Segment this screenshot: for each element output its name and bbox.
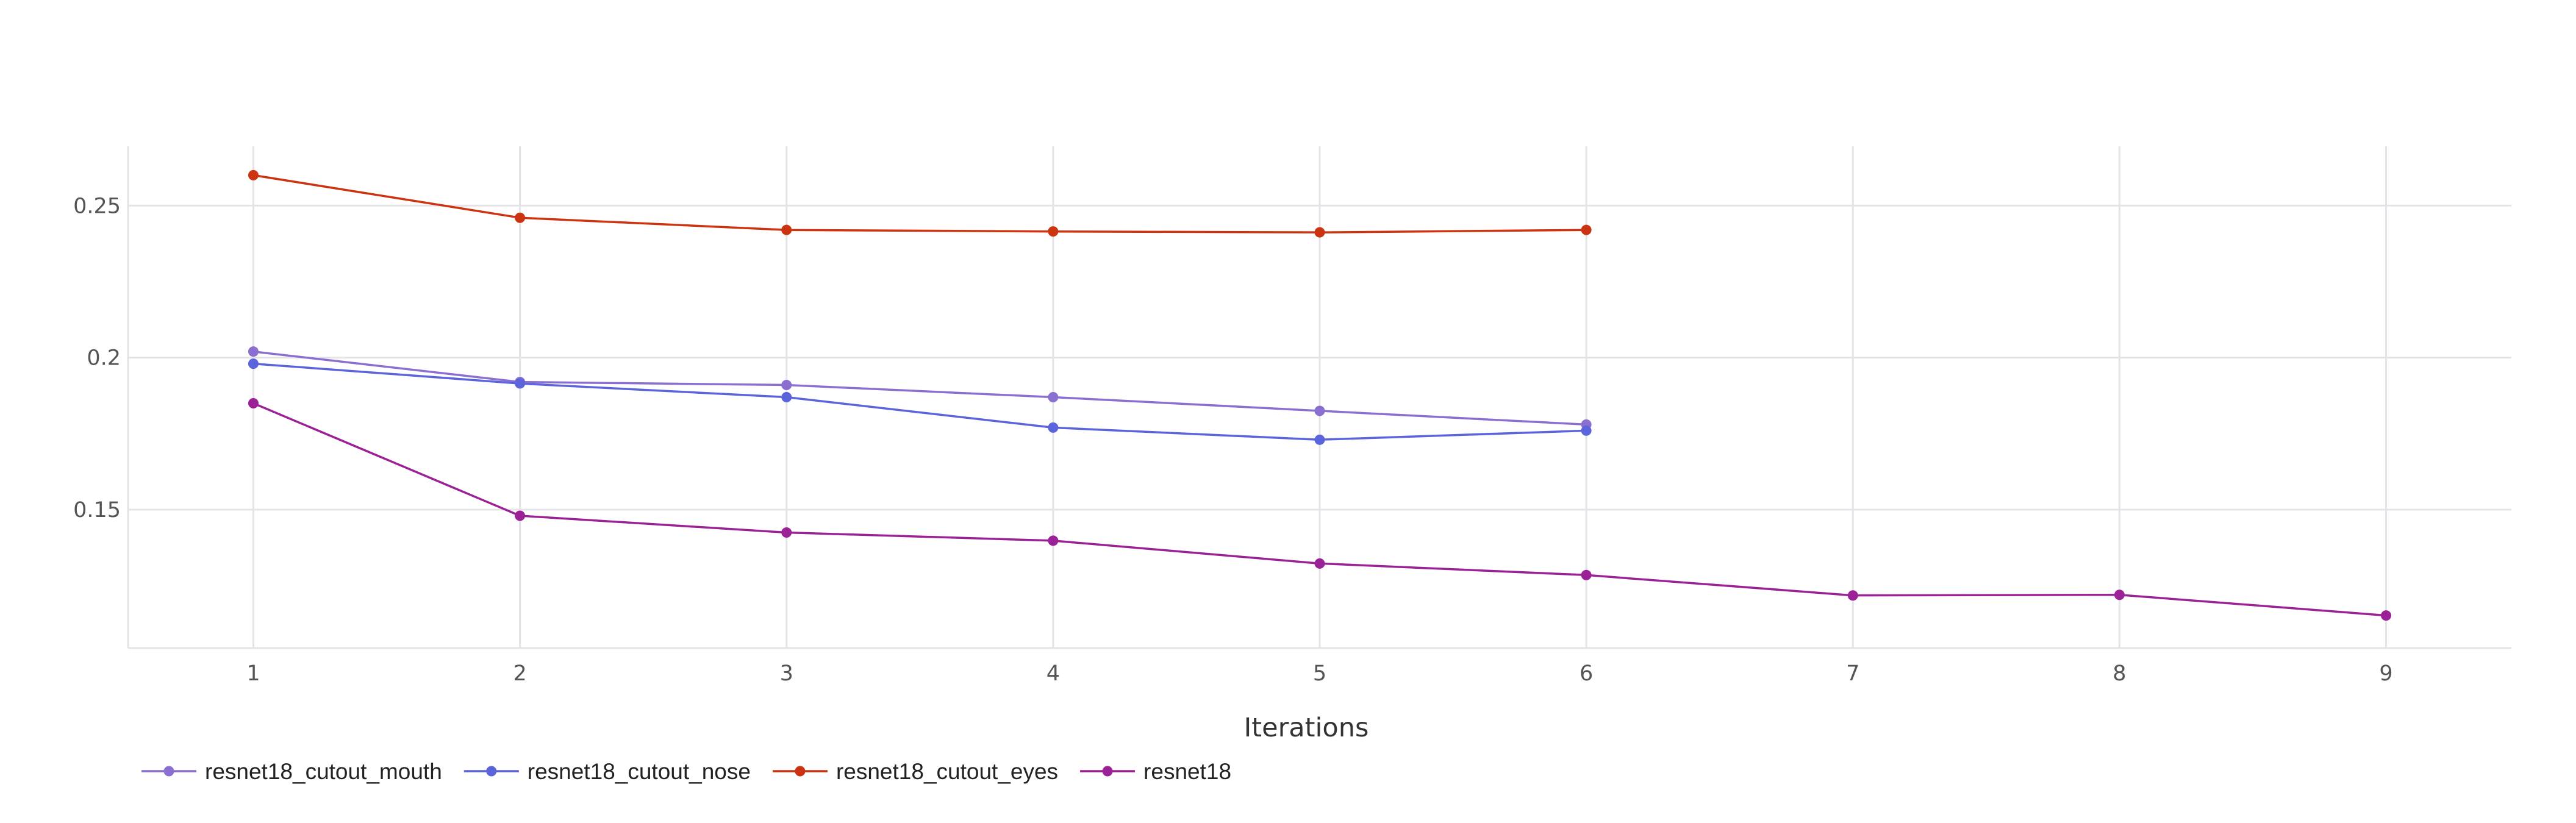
x-tick-label: 9 xyxy=(2379,661,2392,686)
data-point xyxy=(1581,569,1592,580)
data-point xyxy=(1314,227,1325,238)
y-tick-label: 0.25 xyxy=(73,194,121,218)
series-resnet18_cutout_nose xyxy=(248,358,1592,445)
legend-label: resnet18 xyxy=(1143,759,1231,784)
legend-item[interactable]: resnet18_cutout_mouth xyxy=(141,759,442,784)
legend-item[interactable]: resnet18_cutout_eyes xyxy=(772,759,1058,784)
x-tick-label: 6 xyxy=(1580,661,1593,686)
x-axis-title: Iterations xyxy=(1244,713,1369,743)
legend-label: resnet18_cutout_eyes xyxy=(836,759,1058,784)
data-point xyxy=(1048,392,1059,402)
data-point xyxy=(781,380,792,391)
x-tick-label: 3 xyxy=(780,661,793,686)
data-point xyxy=(248,346,259,357)
data-point xyxy=(248,358,259,369)
data-point xyxy=(1048,226,1059,237)
x-tick-label: 7 xyxy=(1846,661,1859,686)
y-tick-label: 0.2 xyxy=(87,346,121,371)
data-point xyxy=(1314,434,1325,445)
series-group xyxy=(248,169,2392,621)
data-point xyxy=(1847,590,1858,601)
data-point xyxy=(1581,425,1592,436)
series-line xyxy=(253,350,1587,426)
series-line xyxy=(253,174,1587,233)
data-point xyxy=(781,224,792,235)
y-tick-label: 0.15 xyxy=(73,498,121,522)
legend-marker xyxy=(486,766,497,777)
x-tick-label: 5 xyxy=(1313,661,1326,686)
data-point xyxy=(1048,535,1059,546)
legend-label: resnet18_cutout_mouth xyxy=(205,759,442,784)
series-resnet18_cutout_eyes xyxy=(248,169,1592,238)
legend-item[interactable]: resnet18 xyxy=(1080,759,1231,784)
data-point xyxy=(515,510,526,521)
legend-marker xyxy=(1102,766,1113,777)
legend-marker xyxy=(163,766,174,777)
legend: resnet18_cutout_mouth resnet18_cutout_nos… xyxy=(141,759,1231,784)
data-point xyxy=(2114,590,2125,600)
data-point xyxy=(515,378,526,389)
data-point xyxy=(1581,224,1592,235)
data-point xyxy=(781,527,792,538)
axes xyxy=(127,146,2511,649)
data-point xyxy=(781,392,792,402)
data-point xyxy=(248,169,259,180)
x-tick-label: 2 xyxy=(513,661,526,686)
data-point xyxy=(1314,558,1325,569)
data-point xyxy=(515,212,526,223)
data-point xyxy=(248,397,259,408)
series-resnet18 xyxy=(248,397,2392,621)
data-point xyxy=(1314,405,1325,416)
series-line xyxy=(253,362,1587,441)
data-point xyxy=(2381,610,2392,621)
legend-item[interactable]: resnet18_cutout_nose xyxy=(463,759,751,784)
tick-labels: 1 2 3 4 5 6 7 8 9 0.15 0.2 0.25 xyxy=(73,194,2393,686)
data-point xyxy=(1048,422,1059,433)
legend-label: resnet18_cutout_nose xyxy=(528,759,751,784)
x-tick-label: 8 xyxy=(2113,661,2126,686)
x-tick-label: 1 xyxy=(246,661,260,686)
legend-marker xyxy=(795,766,806,777)
x-tick-label: 4 xyxy=(1046,661,1060,686)
